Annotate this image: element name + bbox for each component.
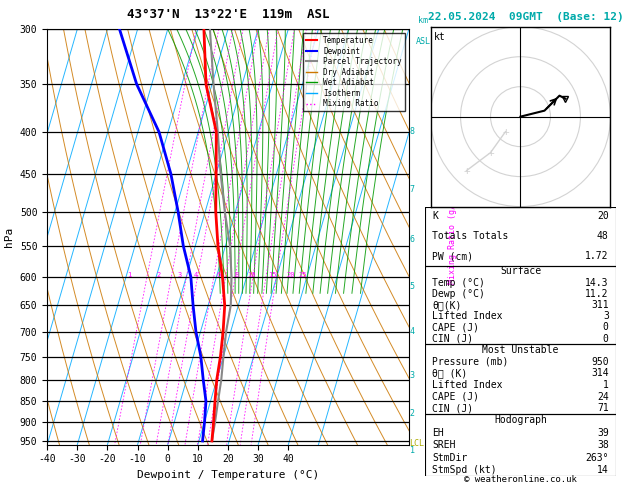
Text: ASL: ASL: [416, 37, 431, 47]
Text: 5: 5: [409, 282, 415, 291]
Text: 8: 8: [409, 127, 415, 137]
Text: 3: 3: [603, 311, 609, 321]
Text: 263°: 263°: [585, 452, 609, 463]
Text: Surface: Surface: [500, 266, 541, 277]
Text: 24: 24: [597, 392, 609, 402]
Text: 20: 20: [287, 272, 295, 278]
Text: 1: 1: [603, 380, 609, 390]
Text: θᴇ (K): θᴇ (K): [432, 368, 467, 378]
Text: Dewp (°C): Dewp (°C): [432, 289, 485, 299]
Text: 11.2: 11.2: [585, 289, 609, 299]
Text: StmDir: StmDir: [432, 452, 467, 463]
Text: EH: EH: [432, 428, 444, 438]
Text: 20: 20: [597, 211, 609, 222]
Text: Mixing Ratio (g/kg): Mixing Ratio (g/kg): [448, 190, 457, 284]
Text: 0: 0: [603, 333, 609, 344]
Y-axis label: hPa: hPa: [4, 227, 14, 247]
Text: 6: 6: [216, 272, 221, 278]
Text: 14: 14: [597, 465, 609, 475]
Text: Hodograph: Hodograph: [494, 416, 547, 425]
Text: +: +: [463, 166, 470, 175]
Text: 38: 38: [597, 440, 609, 450]
Text: 3: 3: [177, 272, 181, 278]
Text: 22.05.2024  09GMT  (Base: 12): 22.05.2024 09GMT (Base: 12): [428, 12, 623, 22]
Legend: Temperature, Dewpoint, Parcel Trajectory, Dry Adiabat, Wet Adiabat, Isotherm, Mi: Temperature, Dewpoint, Parcel Trajectory…: [303, 33, 405, 111]
Text: 7: 7: [409, 185, 415, 194]
Text: Totals Totals: Totals Totals: [432, 231, 509, 241]
Text: 4: 4: [194, 272, 198, 278]
Text: 1: 1: [128, 272, 131, 278]
Text: 3: 3: [409, 370, 415, 380]
Text: 39: 39: [597, 428, 609, 438]
Text: +: +: [502, 127, 509, 137]
Text: 14.3: 14.3: [585, 278, 609, 288]
Text: 43°37'N  13°22'E  119m  ASL: 43°37'N 13°22'E 119m ASL: [127, 8, 329, 21]
Text: StmSpd (kt): StmSpd (kt): [432, 465, 497, 475]
Text: Lifted Index: Lifted Index: [432, 311, 503, 321]
Text: CAPE (J): CAPE (J): [432, 322, 479, 332]
Text: 2: 2: [409, 409, 415, 418]
Text: 71: 71: [597, 403, 609, 414]
Text: 25: 25: [299, 272, 307, 278]
Text: CAPE (J): CAPE (J): [432, 392, 479, 402]
Text: 311: 311: [591, 300, 609, 310]
Text: 2: 2: [156, 272, 160, 278]
Text: CIN (J): CIN (J): [432, 403, 474, 414]
Text: 1.72: 1.72: [585, 251, 609, 261]
Text: 950: 950: [591, 357, 609, 366]
Text: Temp (°C): Temp (°C): [432, 278, 485, 288]
Text: kt: kt: [434, 32, 446, 42]
Text: 314: 314: [591, 368, 609, 378]
Text: LCL: LCL: [409, 439, 425, 449]
Text: 6: 6: [409, 235, 415, 243]
Text: © weatheronline.co.uk: © weatheronline.co.uk: [464, 474, 577, 484]
Text: Lifted Index: Lifted Index: [432, 380, 503, 390]
Text: 1: 1: [409, 446, 415, 455]
Text: K: K: [432, 211, 438, 222]
Text: 15: 15: [269, 272, 277, 278]
Text: 8: 8: [235, 272, 238, 278]
X-axis label: Dewpoint / Temperature (°C): Dewpoint / Temperature (°C): [137, 470, 319, 480]
Text: SREH: SREH: [432, 440, 456, 450]
Text: θᴇ(K): θᴇ(K): [432, 300, 462, 310]
Text: Most Unstable: Most Unstable: [482, 345, 559, 355]
Text: +: +: [487, 148, 494, 157]
Text: 0: 0: [603, 322, 609, 332]
Text: CIN (J): CIN (J): [432, 333, 474, 344]
Text: km: km: [418, 16, 428, 25]
Text: Pressure (mb): Pressure (mb): [432, 357, 509, 366]
Text: 10: 10: [247, 272, 256, 278]
Text: 48: 48: [597, 231, 609, 241]
Text: PW (cm): PW (cm): [432, 251, 474, 261]
Text: 4: 4: [409, 328, 415, 336]
